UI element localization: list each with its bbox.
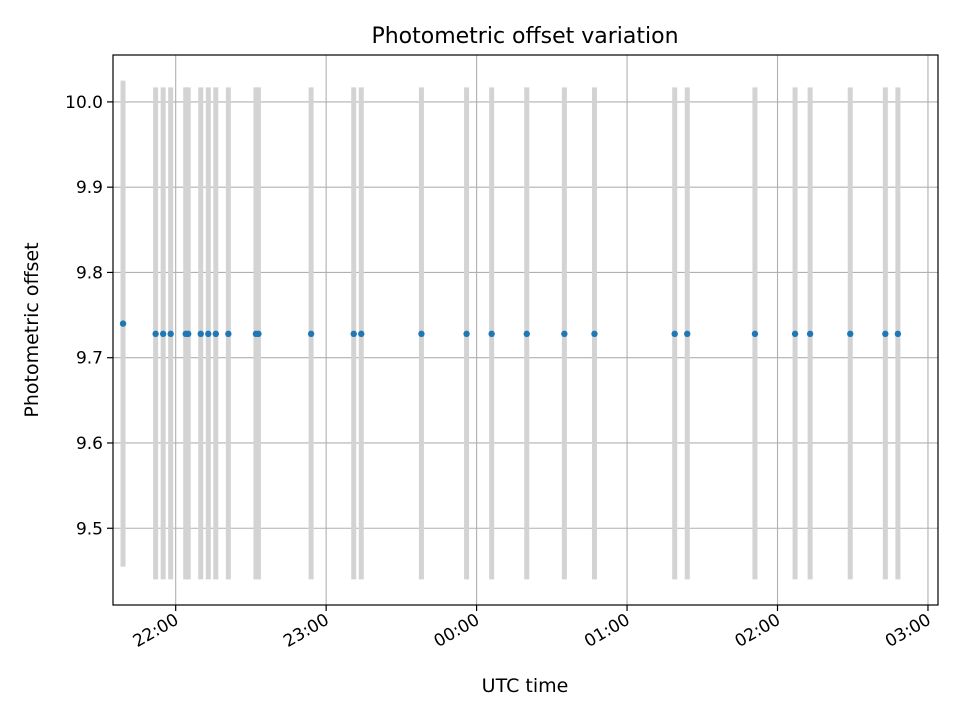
data-point bbox=[751, 330, 759, 338]
data-point bbox=[307, 330, 315, 338]
y-tick-label: 9.8 bbox=[76, 263, 103, 283]
data-point bbox=[358, 330, 365, 338]
data-point bbox=[212, 330, 220, 338]
y-tick-label: 9.6 bbox=[76, 434, 103, 454]
data-point bbox=[205, 330, 212, 338]
data-point bbox=[159, 330, 167, 338]
data-point bbox=[591, 330, 598, 338]
data-points bbox=[119, 320, 902, 338]
y-tick-label: 9.5 bbox=[76, 519, 103, 539]
data-point bbox=[225, 330, 232, 338]
plot-frame bbox=[112, 54, 939, 606]
data-point bbox=[806, 330, 814, 338]
data-point bbox=[882, 330, 889, 338]
data-point bbox=[894, 330, 902, 338]
data-point bbox=[523, 330, 530, 338]
data-point bbox=[488, 330, 495, 338]
data-point bbox=[561, 330, 568, 338]
data-point bbox=[684, 330, 691, 338]
data-point bbox=[671, 330, 678, 338]
chart-title: Photometric offset variation bbox=[371, 24, 678, 49]
data-point bbox=[791, 330, 799, 338]
data-point bbox=[185, 330, 192, 338]
y-axis-label: Photometric offset bbox=[21, 242, 43, 417]
data-point bbox=[167, 330, 174, 338]
data-point bbox=[119, 320, 127, 327]
data-point bbox=[418, 330, 425, 338]
data-point bbox=[152, 330, 159, 338]
y-tick-label: 10.0 bbox=[65, 93, 103, 113]
x-axis-label: UTC time bbox=[482, 675, 569, 697]
y-tick-label: 9.7 bbox=[76, 349, 103, 369]
data-point bbox=[847, 330, 854, 338]
data-point bbox=[197, 330, 204, 338]
data-point bbox=[255, 330, 262, 338]
y-tick-label: 9.9 bbox=[76, 178, 103, 198]
y-axis-ticks: 9.5 9.6 9.7 9.8 9.9 10.0 bbox=[65, 93, 113, 539]
data-point bbox=[350, 330, 357, 338]
data-point bbox=[463, 330, 470, 338]
